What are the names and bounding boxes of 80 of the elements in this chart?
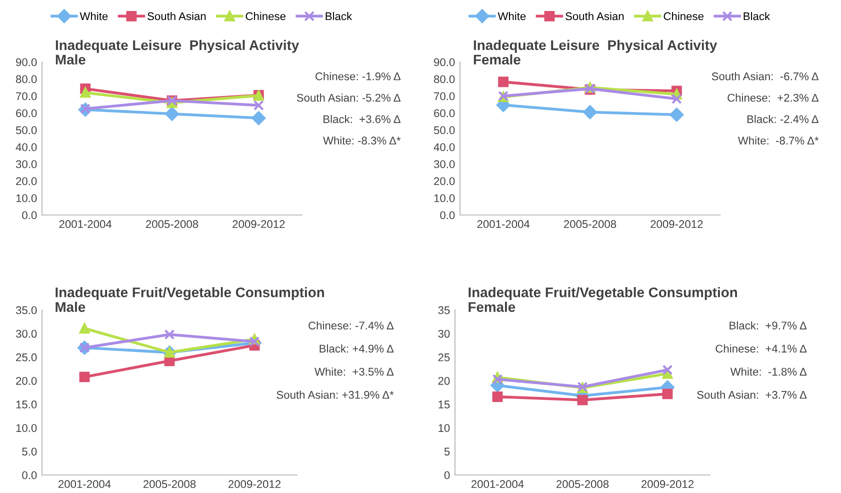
- annotation: South Asian: +31.9% Δ*: [276, 390, 394, 399]
- y-tick-label: 70.0: [434, 92, 455, 100]
- x-tick-label: 2001-2004: [58, 480, 111, 488]
- y-tick-label: 20.0: [16, 376, 37, 385]
- legend-label: Chinese: [246, 12, 286, 20]
- y-tick-label: 40.0: [434, 143, 455, 152]
- text: Black: -2.4% Δ: [747, 114, 818, 124]
- x-tick-label: 2009-2012: [641, 480, 694, 488]
- legend-label: White: [80, 12, 108, 20]
- y-tick-label: 80.0: [16, 75, 37, 84]
- y-tick-label: 30.0: [16, 160, 37, 168]
- y-tick-label: 70.0: [16, 92, 37, 100]
- y-tick-label: 15.0: [16, 400, 37, 408]
- chart-title: Inadequate Leisure Physical Activity: [474, 40, 718, 53]
- y-tick-label: 40.0: [16, 143, 37, 152]
- annotation: South Asian: +3.7% Δ: [697, 390, 807, 399]
- y-tick-label: 30.0: [434, 160, 455, 168]
- text: Chinese: -7.4% Δ: [308, 321, 394, 330]
- annotation: South Asian: -6.7% Δ: [712, 72, 818, 80]
- legend-label: South Asian: [566, 12, 624, 20]
- x-tick-label: 2005-2008: [564, 220, 616, 228]
- y-tick-label: 10.0: [16, 424, 37, 432]
- legend-label: White: [498, 12, 526, 20]
- y-tick-label: 0: [444, 471, 450, 480]
- y-tick-label: 0.0: [440, 211, 455, 220]
- y-tick-label: 15: [438, 400, 450, 408]
- x-tick-label: 2001-2004: [477, 220, 530, 228]
- annotation: South Asian: -5.2% Δ: [296, 94, 400, 102]
- x-tick-label: 2009-2012: [228, 480, 281, 488]
- text: White: -8.3% Δ*: [323, 136, 401, 145]
- y-tick-label: 0.0: [22, 211, 37, 220]
- y-tick-label: 50.0: [16, 126, 37, 134]
- legend-label: Black: [744, 12, 770, 20]
- y-tick-label: 20.0: [434, 177, 455, 186]
- y-tick-label: 80.0: [434, 75, 455, 84]
- x-tick-label: 2001-2004: [59, 220, 112, 228]
- y-tick-label: 25.0: [16, 353, 37, 362]
- text: Black: +3.6% Δ: [324, 114, 400, 124]
- x-tick-label: 2005-2008: [146, 220, 198, 228]
- y-tick-label: 50.0: [434, 126, 455, 134]
- text: Chinese: -1.9% Δ: [316, 72, 400, 80]
- y-tick-label: 35.0: [16, 306, 37, 314]
- chart-title: Inadequate Leisure Physical Activity: [56, 40, 300, 53]
- chart-subtitle: Female: [468, 302, 516, 312]
- legend-label: Chinese: [664, 12, 704, 20]
- chart-subtitle: Male: [56, 54, 86, 65]
- text: Chinese: +4.1% Δ: [716, 344, 807, 353]
- y-tick-label: 5: [444, 448, 450, 456]
- legend-label: Black: [326, 12, 352, 20]
- text: White: -8.7% Δ*: [738, 136, 819, 145]
- x-tick-label: 2005-2008: [143, 480, 196, 488]
- y-tick-label: 0.0: [22, 471, 37, 480]
- text: Black: +4.9% Δ: [320, 344, 394, 353]
- y-tick-label: 10.0: [16, 194, 37, 202]
- text: Black: +9.7% Δ: [730, 321, 807, 330]
- y-tick-label: 25: [438, 353, 450, 362]
- y-tick-label: 90.0: [434, 58, 455, 66]
- y-tick-label: 90.0: [16, 58, 37, 66]
- x-tick-label: 2009-2012: [232, 220, 285, 228]
- y-tick-label: 30: [438, 330, 450, 338]
- y-tick-label: 35: [438, 306, 450, 314]
- x-tick-label: 2005-2008: [556, 480, 609, 488]
- x-tick-label: 2009-2012: [650, 220, 703, 228]
- text: White: +3.5% Δ: [314, 368, 394, 376]
- legend-label: South Asian: [148, 12, 206, 20]
- chart-title: Inadequate Fruit/Vegetable Consumption: [468, 287, 737, 300]
- y-tick-label: 60.0: [16, 109, 37, 118]
- chart-title: Inadequate Fruit/Vegetable Consumption: [56, 287, 324, 300]
- y-tick-label: 20.0: [16, 177, 37, 186]
- text: White: -1.8% Δ: [730, 368, 807, 376]
- y-tick-label: 20: [438, 376, 450, 385]
- x-tick-label: 2001-2004: [471, 480, 524, 488]
- y-tick-label: 10.0: [434, 194, 455, 202]
- y-tick-label: 10: [438, 424, 450, 432]
- y-tick-label: 30.0: [16, 330, 37, 338]
- text: Chinese: +2.3% Δ: [728, 94, 818, 102]
- y-tick-label: 60.0: [434, 109, 455, 118]
- chart-subtitle: Female: [474, 54, 520, 65]
- y-tick-label: 5.0: [22, 448, 37, 456]
- chart-subtitle: Male: [56, 302, 86, 312]
